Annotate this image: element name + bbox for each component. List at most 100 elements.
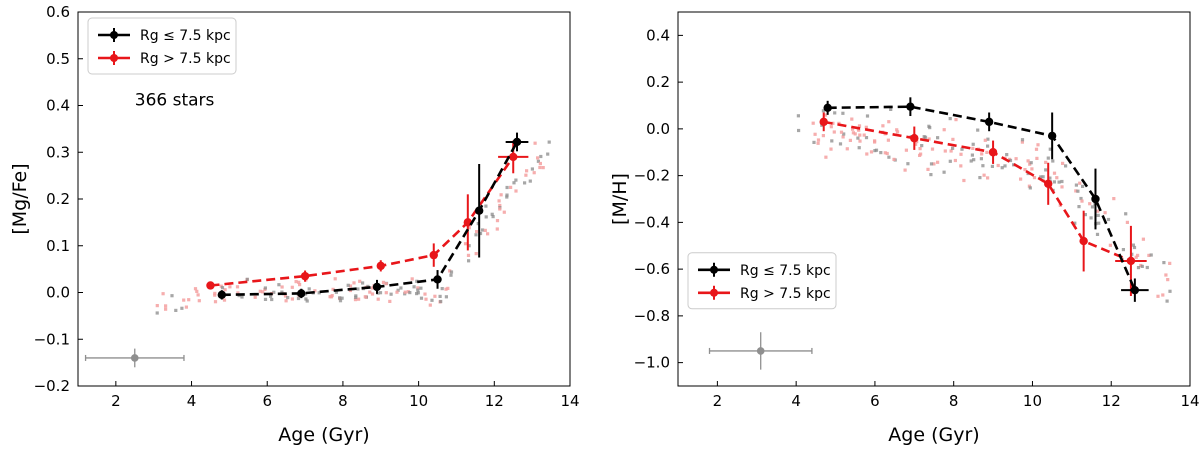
outer-star-point bbox=[951, 137, 955, 141]
inner-star-point bbox=[960, 147, 964, 151]
outer-star-point bbox=[541, 166, 545, 170]
outer-star-point bbox=[1168, 261, 1172, 265]
inner-star-point bbox=[1090, 205, 1095, 209]
inner-star-point bbox=[1060, 179, 1064, 184]
outer-star-point bbox=[525, 169, 529, 173]
outer-star-point bbox=[883, 151, 887, 155]
outer-star-point bbox=[821, 134, 825, 138]
inner-star-point bbox=[1041, 175, 1045, 179]
inner-star-point bbox=[1079, 196, 1083, 201]
inner-star-point bbox=[536, 159, 540, 163]
x-tick-label: 2 bbox=[713, 392, 723, 410]
outer-star-point bbox=[962, 178, 966, 183]
inner-star-point bbox=[505, 193, 509, 197]
legend-label: Rg ≤ 7.5 kpc bbox=[740, 263, 831, 279]
outer-star-point bbox=[873, 140, 877, 144]
inner-star-point bbox=[1048, 147, 1052, 151]
outer-star-point bbox=[509, 185, 513, 189]
inner-star-point bbox=[484, 215, 488, 219]
inner-star-point bbox=[376, 291, 380, 295]
outer-star-point bbox=[297, 280, 301, 284]
inner-star-point bbox=[474, 233, 478, 237]
inner-star-point bbox=[389, 292, 393, 296]
outer-star-point bbox=[1074, 189, 1078, 193]
inner-star-point bbox=[865, 114, 870, 118]
outer-star-point bbox=[851, 131, 855, 135]
outer-star-point bbox=[895, 128, 899, 132]
inner-star-point bbox=[970, 153, 974, 157]
inner-star-point bbox=[1073, 221, 1077, 225]
series-point bbox=[984, 117, 994, 127]
outer-star-point bbox=[1055, 176, 1059, 180]
inner-star-point bbox=[948, 159, 952, 163]
outer-star-point bbox=[495, 219, 500, 223]
inner-star-point bbox=[484, 204, 488, 208]
inner-star-point bbox=[990, 164, 994, 168]
series-point bbox=[906, 102, 915, 111]
inner-star-point bbox=[481, 228, 485, 232]
outer-star-point bbox=[514, 189, 518, 193]
series-point bbox=[1091, 194, 1100, 204]
inner-star-point bbox=[838, 142, 843, 146]
outer-star-point bbox=[222, 298, 227, 302]
inner-star-point bbox=[396, 288, 400, 292]
x-tick-label: 8 bbox=[949, 392, 959, 410]
outer-star-point bbox=[388, 299, 392, 303]
outer-star-point bbox=[258, 289, 262, 293]
outer-star-point bbox=[1034, 147, 1039, 151]
legend-box bbox=[87, 17, 237, 75]
inner-star-point bbox=[1165, 299, 1169, 303]
outer-star-point bbox=[253, 295, 257, 299]
y-tick-label: −0.4 bbox=[634, 213, 670, 231]
inner-star-point bbox=[972, 158, 976, 162]
outer-star-point bbox=[816, 138, 821, 142]
inner-star-point bbox=[467, 244, 471, 248]
outer-star-point bbox=[811, 121, 815, 125]
x-tick-label: 8 bbox=[338, 392, 348, 410]
legend-label: Rg ≤ 7.5 kpc bbox=[140, 28, 231, 44]
outer-star-point bbox=[954, 118, 958, 122]
outer-star-point bbox=[370, 286, 374, 290]
inner-star-point bbox=[948, 117, 952, 121]
outer-star-point bbox=[358, 279, 362, 283]
outer-star-point bbox=[865, 152, 869, 156]
outer-star-point bbox=[927, 137, 931, 141]
star-count-annotation: 366 stars bbox=[135, 91, 215, 111]
inner-star-point bbox=[340, 296, 344, 300]
inner-star-point bbox=[174, 308, 178, 312]
inner-star-point bbox=[1052, 180, 1056, 184]
outer-star-point bbox=[524, 173, 528, 177]
legend-label: Rg > 7.5 kpc bbox=[140, 51, 231, 67]
outer-star-point bbox=[1156, 294, 1160, 298]
outer-star-point bbox=[986, 176, 990, 180]
outer-star-point bbox=[1032, 176, 1037, 180]
inner-star-point bbox=[1039, 175, 1043, 179]
inner-star-point bbox=[440, 287, 444, 291]
outer-star-point bbox=[1136, 253, 1140, 257]
inner-star-point bbox=[929, 162, 934, 166]
y-tick-label: −0.2 bbox=[634, 167, 670, 185]
x-tick-label: 4 bbox=[791, 392, 801, 410]
inner-star-point bbox=[873, 149, 877, 153]
inner-star-point bbox=[1096, 213, 1100, 217]
outer-star-point bbox=[918, 147, 922, 151]
outer-star-point bbox=[1036, 143, 1040, 147]
inner-star-point bbox=[430, 298, 434, 302]
series-inner bbox=[823, 97, 1149, 302]
outer-star-point bbox=[495, 227, 499, 231]
outer-star-point bbox=[862, 133, 866, 137]
outer-star-point bbox=[187, 298, 191, 302]
series-point bbox=[300, 271, 310, 281]
outer-star-point bbox=[498, 203, 502, 208]
inner-star-point bbox=[539, 154, 543, 159]
outer-star-point bbox=[1060, 185, 1064, 189]
outer-star-point bbox=[839, 130, 844, 134]
outer-star-point bbox=[357, 297, 361, 301]
inner-star-point bbox=[1131, 243, 1135, 247]
y-tick-label: 0.1 bbox=[46, 237, 70, 255]
series-point bbox=[509, 152, 518, 162]
x-tick-label: 12 bbox=[1102, 392, 1121, 410]
outer-star-point bbox=[463, 242, 468, 246]
outer-star-point bbox=[892, 157, 896, 161]
